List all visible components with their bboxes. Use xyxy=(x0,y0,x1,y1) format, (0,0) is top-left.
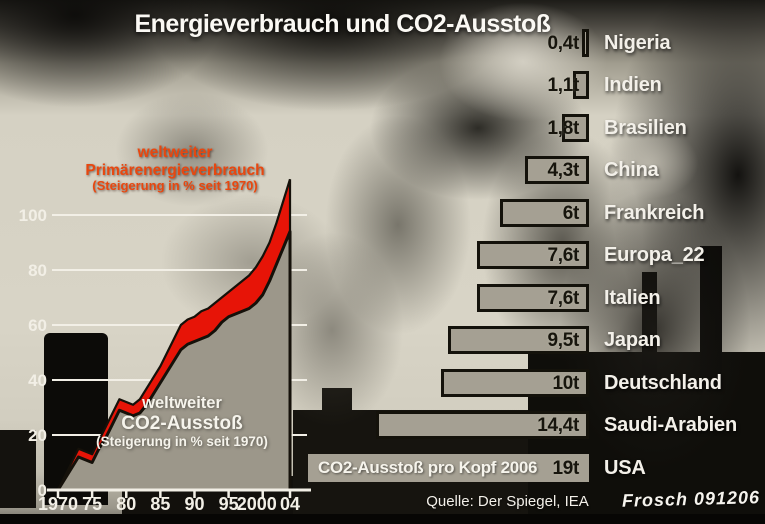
x-axis-tick-label: 90 xyxy=(184,494,204,514)
bar-nigeria xyxy=(582,28,589,57)
bar-country-frankreich: Frankreich xyxy=(604,201,705,224)
bar-china xyxy=(525,156,589,184)
co2-curve-outline xyxy=(56,230,292,491)
source-credit: Quelle: Der Spiegel, IEA xyxy=(426,493,589,510)
bar-country-italien: Italien xyxy=(604,286,661,309)
energy-label-line2: Primärenergieverbrauch xyxy=(85,161,265,179)
bar-usa: CO2-Ausstoß pro Kopf 2006 xyxy=(308,453,589,482)
energy-series-label: weltweiter Primärenergieverbrauch (Steig… xyxy=(55,144,295,194)
bar-deutschland xyxy=(441,368,589,397)
bar-europa-22 xyxy=(477,241,589,269)
page-title: Energieverbrauch und CO2-Ausstoß xyxy=(134,10,551,38)
bar-country-china: China xyxy=(604,159,659,181)
co2-series-label: weltweiter CO2-Ausstoß (Steigerung in % … xyxy=(72,394,292,450)
bar-country-japan: Japan xyxy=(604,329,661,351)
co2-label-line1: weltweiter xyxy=(142,394,222,412)
bar-value-europa-22: 7,6t xyxy=(547,245,579,266)
bar-value-deutschland: 10t xyxy=(552,372,579,394)
x-axis-tick-label: 80 xyxy=(116,494,136,514)
bar-value-nigeria: 0,4t xyxy=(547,32,579,54)
energy-curve-outline xyxy=(57,178,292,491)
bar-country-europa-22: Europa_22 xyxy=(604,244,705,266)
bar-value-japan: 9,5t xyxy=(547,330,579,351)
bar-value-frankreich: 6t xyxy=(562,202,580,224)
bar-country-saudi-arabien: Saudi-Arabien xyxy=(604,414,737,436)
bar-frankreich xyxy=(500,198,589,227)
co2-label-line3: (Steigerung in % seit 1970) xyxy=(96,434,268,450)
bar-value-usa: 19t xyxy=(552,457,579,479)
y-axis-tick-label: 100 xyxy=(19,206,47,225)
x-axis-tick-label: 95 xyxy=(219,494,239,514)
y-axis-tick-label: 0 xyxy=(38,481,47,500)
y-axis-tick-label: 60 xyxy=(28,316,47,335)
artist-signature: Frosch 091206 xyxy=(621,487,761,511)
energy-label-line1: weltweiter xyxy=(137,144,213,161)
bar-chart-title-note: CO2-Ausstoß pro Kopf 2006 xyxy=(318,457,538,477)
co2-label-line2: CO2-Ausstoß xyxy=(121,412,243,434)
bar-italien xyxy=(477,283,589,312)
bar-country-brasilien: Brasilien xyxy=(604,116,687,139)
bar-country-usa: USA xyxy=(604,456,646,479)
x-axis-tick-label: 04 xyxy=(280,494,300,514)
y-axis-tick-label: 80 xyxy=(28,261,47,280)
x-axis-tick-label: 2000 xyxy=(237,494,277,514)
bar-country-deutschland: Deutschland xyxy=(604,371,722,394)
bar-japan xyxy=(448,326,589,354)
bar-value-saudi-arabien: 14,4t xyxy=(537,415,579,436)
bar-saudi-arabien xyxy=(376,411,589,439)
bar-value-brasilien: 1,8t xyxy=(547,117,579,139)
bar-value-indien: 1,1t xyxy=(547,75,579,96)
bar-value-italien: 7,6t xyxy=(547,287,579,309)
x-axis-tick-label: 75 xyxy=(82,494,102,514)
bar-value-china: 4,3t xyxy=(547,160,579,181)
bar-brasilien xyxy=(562,113,589,142)
x-axis-tick-label: 85 xyxy=(150,494,170,514)
x-axis-tick-label: 1970 xyxy=(38,494,78,514)
y-axis-tick-label: 40 xyxy=(28,371,47,390)
bar-country-nigeria: Nigeria xyxy=(604,31,671,54)
bar-indien xyxy=(573,71,589,99)
energy-label-line3: (Steigerung in % seit 1970) xyxy=(92,178,258,194)
bar-country-indien: Indien xyxy=(604,74,662,96)
y-axis-tick-label: 20 xyxy=(28,426,47,445)
